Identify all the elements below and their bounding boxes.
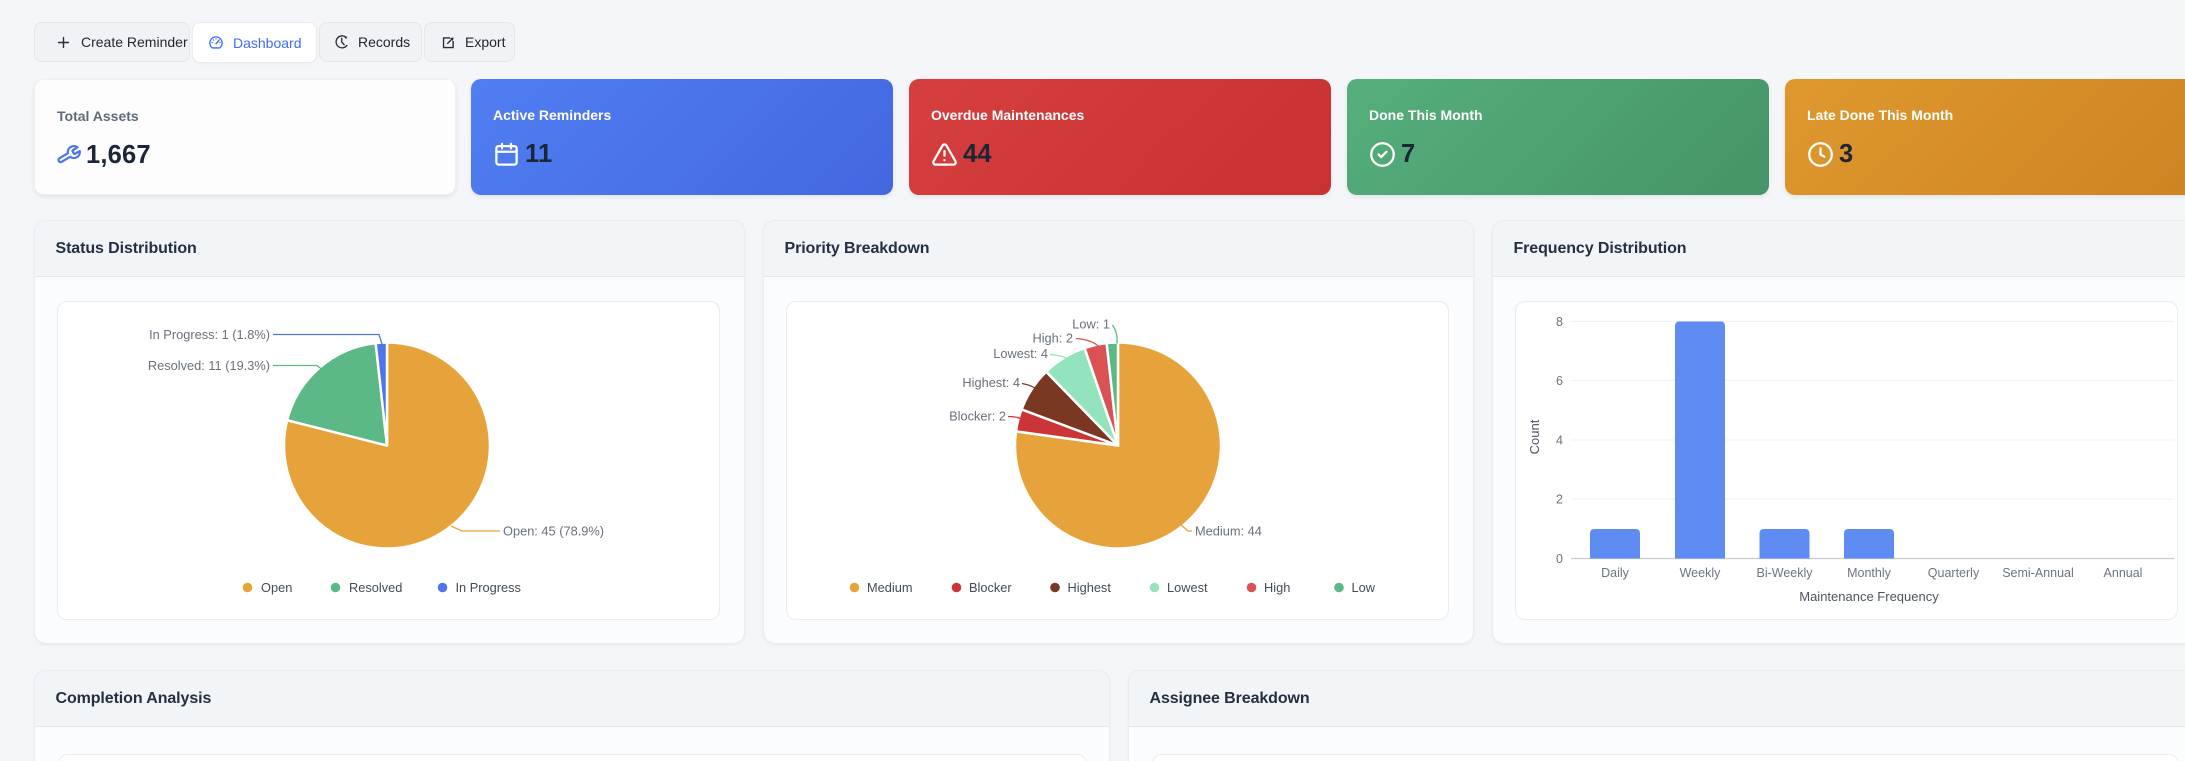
svg-text:0: 0 [1556,552,1563,566]
svg-text:Blocker: 2: Blocker: 2 [949,409,1006,424]
svg-text:Resolved: 11 (19.3%): Resolved: 11 (19.3%) [148,358,270,373]
svg-text:Medium: Medium [867,580,913,595]
svg-text:Count: Count [1527,419,1542,454]
svg-text:High: High [1264,580,1290,595]
svg-text:Low: Low [1352,580,1376,595]
svg-text:Quarterly: Quarterly [1928,566,1980,580]
svg-text:2: 2 [1556,493,1563,507]
svg-text:In Progress: In Progress [456,580,521,595]
svg-text:4: 4 [1556,434,1563,448]
svg-text:Annual: Annual [2104,566,2143,580]
svg-text:8: 8 [1556,315,1563,329]
svg-text:Semi-Annual: Semi-Annual [2002,566,2074,580]
svg-text:Highest: 4: Highest: 4 [962,375,1020,390]
svg-text:Daily: Daily [1601,566,1630,580]
svg-text:Open: 45 (78.9%): Open: 45 (78.9%) [503,524,604,539]
svg-text:In Progress: 1 (1.8%): In Progress: 1 (1.8%) [149,327,270,342]
svg-text:Resolved: Resolved [349,580,402,595]
svg-text:Blocker: Blocker [969,580,1012,595]
svg-text:Lowest: 4: Lowest: 4 [993,346,1048,361]
svg-text:Open: Open [261,580,292,595]
svg-text:High: 2: High: 2 [1032,331,1073,346]
svg-text:Weekly: Weekly [1680,566,1722,580]
svg-text:Bi-Weekly: Bi-Weekly [1756,566,1813,580]
svg-text:6: 6 [1556,374,1563,388]
svg-text:Highest: Highest [1068,580,1112,595]
svg-text:Monthly: Monthly [1847,566,1892,580]
svg-text:Lowest: Lowest [1167,580,1208,595]
svg-text:Medium: 44: Medium: 44 [1195,524,1262,539]
svg-text:Low: 1: Low: 1 [1072,317,1110,332]
svg-text:Maintenance Frequency: Maintenance Frequency [1799,589,1939,604]
